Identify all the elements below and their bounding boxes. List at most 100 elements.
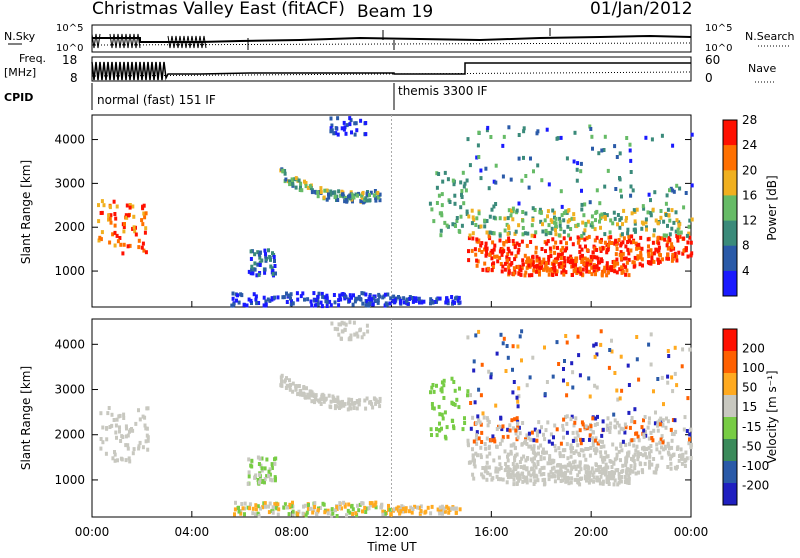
- echo-cell: [506, 216, 510, 221]
- echo-cell: [559, 441, 563, 446]
- echo-cell: [542, 267, 546, 272]
- echo-cell: [479, 393, 483, 398]
- echo-cell: [620, 388, 624, 393]
- echo-cell: [608, 430, 612, 434]
- echo-cell: [633, 229, 637, 234]
- echo-cell: [670, 226, 674, 231]
- echo-cell: [471, 447, 474, 452]
- echo-cell: [311, 393, 315, 398]
- echo-cell: [656, 236, 660, 240]
- echo-cell: [332, 397, 336, 402]
- echo-cell: [281, 168, 285, 173]
- echo-cell: [620, 270, 624, 275]
- echo-cell: [372, 193, 376, 198]
- echo-cell: [524, 174, 528, 178]
- echo-cell: [588, 269, 591, 274]
- echo-cell: [532, 456, 536, 461]
- echo-cell: [663, 446, 667, 451]
- echo-cell: [277, 507, 281, 512]
- echo-cell: [470, 248, 474, 253]
- echo-cell: [521, 226, 525, 230]
- echo-cell: [299, 294, 303, 299]
- echo-cell: [276, 295, 280, 300]
- echo-cell: [623, 474, 627, 479]
- echo-cell: [417, 296, 421, 301]
- echo-cell: [294, 176, 298, 181]
- echo-cell: [561, 245, 565, 250]
- echo-cell: [666, 349, 670, 353]
- echo-cell: [575, 438, 578, 443]
- echo-cell: [472, 368, 476, 373]
- echo-cell: [118, 413, 122, 418]
- echo-cell: [544, 249, 547, 254]
- echo-cell: [644, 220, 648, 225]
- echo-cell: [355, 331, 359, 336]
- echo-cell: [591, 443, 595, 448]
- echo-cell: [437, 404, 441, 409]
- echo-cell: [609, 474, 613, 479]
- echo-cell: [269, 477, 273, 482]
- echo-cell: [581, 253, 584, 258]
- echo-cell: [664, 201, 668, 206]
- echo-cell: [580, 188, 583, 193]
- echo-cell: [586, 465, 590, 470]
- echo-cell: [289, 296, 292, 301]
- echo-cell: [495, 474, 499, 479]
- echo-cell: [430, 504, 434, 509]
- echo-cell: [674, 229, 678, 234]
- echo-cell: [503, 449, 507, 454]
- echo-cell: [297, 384, 301, 388]
- echo-cell: [489, 372, 493, 377]
- echo-cell: [589, 259, 593, 263]
- echo-cell: [512, 442, 516, 447]
- echo-cell: [565, 156, 569, 161]
- echo-cell: [626, 453, 630, 458]
- echo-cell: [644, 217, 648, 222]
- echo-cell: [643, 415, 647, 419]
- echo-cell: [502, 134, 506, 139]
- echo-cell: [487, 420, 491, 424]
- echo-cell: [559, 240, 563, 245]
- echo-cell: [584, 470, 588, 475]
- echo-cell: [675, 218, 679, 223]
- echo-cell: [264, 254, 268, 259]
- echo-cell: [661, 422, 665, 427]
- echo-cell: [605, 427, 609, 432]
- echo-cell: [501, 174, 505, 179]
- echo-cell: [532, 169, 535, 174]
- echo-cell: [502, 241, 506, 245]
- echo-cell: [352, 195, 356, 200]
- echo-cell: [256, 511, 260, 516]
- echo-cell: [419, 504, 423, 509]
- echo-cell: [646, 249, 650, 254]
- echo-cell: [615, 420, 619, 425]
- echo-cell: [489, 438, 492, 442]
- echo-cell: [524, 211, 528, 216]
- velocity-ytick: 2000: [54, 428, 85, 442]
- echo-cell: [330, 123, 334, 128]
- echo-cell: [484, 446, 488, 451]
- echo-cell: [460, 195, 464, 199]
- echo-cell: [657, 245, 661, 250]
- echo-cell: [564, 270, 568, 275]
- power-cbar-tick: 16: [742, 188, 757, 202]
- echo-cell: [566, 456, 570, 461]
- echo-cell: [486, 125, 490, 130]
- echo-cell: [123, 222, 126, 226]
- echo-cell: [628, 442, 631, 447]
- echo-cell: [603, 240, 607, 245]
- echo-cell: [337, 322, 341, 327]
- echo-cell: [113, 243, 117, 248]
- echo-cell: [374, 196, 378, 200]
- echo-cell: [431, 383, 435, 387]
- echo-cell: [595, 188, 599, 193]
- echo-cell: [303, 297, 306, 302]
- echo-cell: [118, 425, 121, 430]
- echo-cell: [665, 416, 668, 421]
- echo-cell: [498, 424, 502, 429]
- echo-cell: [591, 250, 595, 255]
- echo-cell: [279, 375, 283, 380]
- echo-cell: [520, 442, 524, 447]
- echo-cell: [635, 357, 639, 362]
- echo-cell: [585, 269, 589, 274]
